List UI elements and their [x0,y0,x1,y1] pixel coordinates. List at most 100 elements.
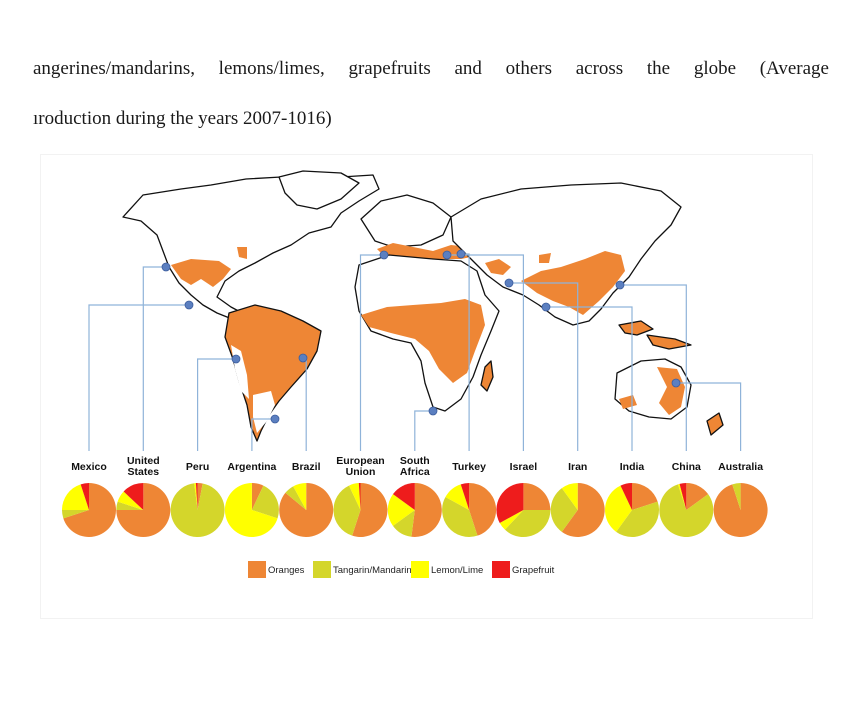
africa-citrus-area [361,299,485,383]
pie-labels: Mexico United States Peru Argentina Brazil Eur… [71,455,763,478]
pie-slice-grapefruit [392,483,415,510]
leader-line [447,254,524,451]
citrus-production-figure: Mexico United States Peru Argentina Brazil Eur… [41,155,812,618]
pie-slice-lemon-lime [117,491,144,510]
pie-slice-oranges [686,483,709,510]
location-marker [270,414,280,424]
pie-slice-oranges [352,483,388,537]
world-map [122,170,724,442]
pie-slice-tangarin-mandarin [285,486,307,510]
legend: Oranges Tangarin/Mandarin Lemon/Lime Grapef… [248,561,555,578]
pie-slice-lemon-lime [62,484,89,510]
pie-slice-oranges [632,483,658,510]
pie-slice-oranges [279,483,334,537]
europe-landmass [360,194,452,248]
pie-slice-tangarin-mandarin [251,485,279,519]
australia-citrus-area [657,367,685,415]
pie-slice-grapefruit [358,483,361,510]
pie-slice-tangarin-mandarin [504,510,551,537]
pie-peru [170,483,225,537]
pie-label: Brazil [292,461,321,473]
pie-european-union [333,483,388,537]
pie-label: Argentina [227,461,276,473]
leader-line [676,382,742,451]
pie-slice-lemon-lime [349,483,361,510]
location-marker [541,302,551,312]
pie-mexico [62,483,117,537]
new-zealand-landmass [706,412,724,436]
pie-slice-tangarin-mandarin [392,510,415,537]
pie-argentina [224,483,279,537]
southeast-asia-islands [618,320,654,336]
pie-slice-lemon-lime [605,485,632,532]
pie-turkey [442,483,497,537]
leader-line [359,254,384,451]
pie-slice-oranges [523,483,551,510]
location-marker [184,300,194,310]
legend-swatch [492,561,510,578]
location-marker [504,278,514,288]
location-marker [298,353,308,363]
pie-slice-tangarin-mandarin [442,496,478,537]
pie-label: Peru [186,461,209,473]
pie-slice-lemon-lime [293,483,307,510]
pie-charts [62,483,768,538]
mexico-usa-citrus-area [171,259,231,287]
pie-china [659,483,714,537]
pie-slice-grapefruit [460,483,470,510]
greenland-landmass [278,170,360,210]
leader-line [620,284,687,451]
pie-slice-lemon-lime [499,510,524,530]
indonesia-islands [646,334,692,350]
pie-slice-tangarin-mandarin [732,483,741,510]
pie-label: China [672,461,701,473]
pie-label: South Africa [400,455,430,478]
pie-slice-lemon-lime [224,483,278,537]
leader-line [142,266,166,451]
pie-slice-tangarin-mandarin [616,501,659,537]
pie-slice-oranges [713,483,768,538]
location-markers [161,249,681,424]
pie-australia [713,483,768,538]
pie-slice-oranges [63,483,117,537]
pie-slice-tangarin-mandarin [62,510,89,519]
pie-label: Mexico [71,461,107,473]
pie-label: Turkey [452,461,486,473]
figure-svg: Mexico United States Peru Argentina Brazil Eur… [62,170,768,578]
pie-slice-lemon-lime [194,483,198,510]
pie-slice-lemon-lime [677,483,687,510]
leader-line [546,306,633,451]
asia-landmass [450,182,682,326]
pie-slice-grapefruit [80,483,89,510]
legend-swatch [313,561,331,578]
legend-label: Oranges [268,565,305,576]
pie-slice-tangarin-mandarin [333,485,361,536]
location-marker [161,262,171,272]
pie-label: United States [127,455,160,478]
location-marker [442,250,452,260]
middle-east-citrus-area [485,259,511,275]
leader-line [251,418,275,451]
pie-label: Australia [718,461,763,473]
pie-slice-tangarin-mandarin [550,488,578,532]
pie-slice-lemon-lime [387,494,415,526]
south-america-patagonia [253,391,275,433]
location-marker [456,249,466,259]
pie-slice-grapefruit [195,483,198,510]
pie-label: India [620,461,645,473]
pie-slice-oranges [411,483,442,537]
location-marker [428,406,438,416]
caption-line-2: ıroduction during the years 2007-1016) [33,108,332,129]
leader-line [197,358,236,451]
pie-united-states [116,483,171,537]
pie-slice-oranges [251,483,264,510]
leader-line [509,282,579,451]
pie-slice-tangarin-mandarin [659,484,714,537]
pie-label: European Union [336,455,384,478]
location-marker [671,378,681,388]
pie-label: Israel [510,461,538,473]
pie-label: Iran [568,461,587,473]
florida-citrus-area [237,247,247,259]
legend-label: Grapefruit [512,565,555,576]
pie-slice-grapefruit [679,483,687,510]
